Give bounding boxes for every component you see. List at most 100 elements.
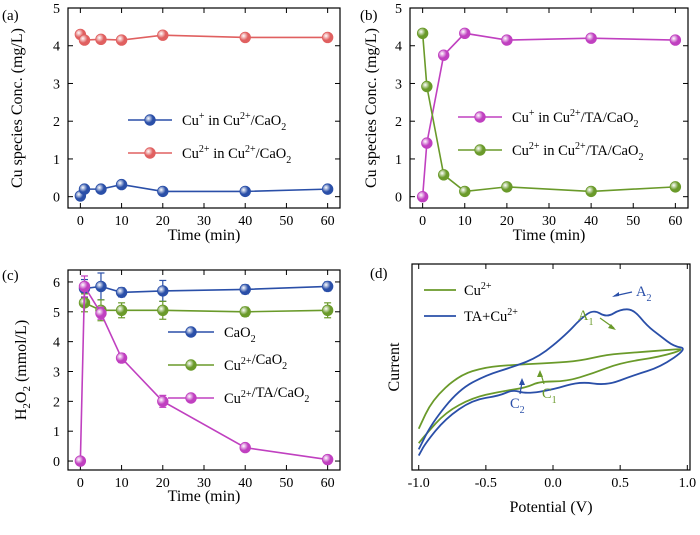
y-tick-label: 3 — [53, 365, 60, 380]
data-point — [585, 185, 597, 198]
data-point — [437, 169, 450, 181]
x-tick-label: -1.0 — [408, 476, 430, 491]
data-point — [239, 283, 251, 296]
data-point — [78, 280, 91, 293]
y-tick-label: 2 — [53, 395, 60, 410]
x-tick-label: -0.5 — [475, 476, 497, 491]
panel-b: 0 10 20 30 40 50 60 0 1 2 3 4 5 (b) Time (min) Cu speci… — [360, 2, 689, 244]
data-point — [421, 137, 433, 149]
data-point — [157, 29, 169, 41]
legend-label: TA+Cu2+ — [464, 307, 518, 325]
legend-label: Cu+ in Cu2+/CaO2 — [182, 111, 286, 133]
data-point — [95, 33, 107, 46]
y-tick-label: 0 — [53, 455, 60, 470]
annotation-label: C1 — [542, 386, 557, 406]
data-point — [459, 185, 471, 198]
data-point — [474, 111, 486, 123]
data-point — [321, 453, 334, 466]
data-point — [115, 352, 128, 364]
data-point — [95, 307, 107, 319]
data-point — [115, 34, 128, 46]
annotation-arrowhead — [537, 370, 543, 377]
x-axis-label: Time (min) — [168, 227, 241, 244]
data-point — [669, 34, 682, 46]
x-tick-label: 1.0 — [679, 476, 697, 491]
data-point — [321, 31, 334, 44]
plot-frame — [411, 263, 691, 471]
panel-label: (a) — [2, 8, 19, 24]
data-point — [459, 27, 471, 39]
panel-label: (c) — [2, 268, 19, 284]
y-axis-label: Cu species Conc. (mg/L) — [363, 28, 380, 188]
y-tick-label: 3 — [53, 77, 60, 92]
x-tick-label: 10 — [115, 214, 129, 229]
data-point — [474, 144, 486, 156]
y-tick-label: 4 — [395, 40, 402, 55]
data-point — [669, 181, 682, 193]
data-point — [74, 455, 87, 467]
legend-label: Cu2+ — [464, 281, 492, 299]
legend-label: Cu+ in Cu2+/TA/CaO2 — [512, 108, 638, 130]
x-tick-label: 50 — [626, 214, 640, 229]
data-point — [95, 183, 107, 195]
data-point — [185, 392, 197, 404]
data-point — [501, 181, 513, 193]
y-tick-label: 4 — [53, 40, 60, 55]
data-point — [239, 31, 251, 44]
y-tick-label: 0 — [53, 191, 60, 206]
data-point — [157, 285, 169, 297]
x-tick-label: 60 — [668, 214, 682, 229]
y-tick-label: 2 — [395, 115, 402, 130]
x-tick-label: 0.5 — [611, 476, 629, 491]
y-axis-label-group: Cu species Conc. (mg/L) — [9, 28, 26, 188]
data-point — [144, 147, 156, 159]
x-tick-label: 0.0 — [544, 476, 562, 491]
x-tick-label: 30 — [542, 214, 556, 229]
data-point — [321, 304, 334, 316]
data-point — [437, 49, 450, 61]
y-tick-label: 3 — [395, 77, 402, 92]
y-tick-label: 2 — [53, 115, 60, 130]
cv-curve — [417, 308, 684, 457]
data-point — [157, 395, 169, 408]
data-point — [585, 32, 597, 44]
y-tick-label: 1 — [53, 425, 60, 440]
data-point — [78, 34, 91, 46]
data-point — [416, 190, 429, 203]
legend-label: Cu2+/TA/CaO2 — [224, 385, 309, 407]
annotation-arrowhead — [612, 292, 619, 297]
data-point — [115, 178, 128, 191]
x-tick-label: 60 — [321, 476, 335, 491]
data-point — [185, 359, 197, 371]
plot-frame — [409, 7, 689, 209]
y-tick-label: 1 — [395, 153, 402, 168]
annotation-arrowhead — [608, 324, 616, 330]
y-tick-label: 5 — [395, 2, 402, 17]
y-tick-label: 5 — [53, 306, 60, 321]
data-point — [144, 114, 156, 126]
y-axis-label: H2O2 (mmol/L) — [13, 320, 33, 420]
x-tick-label: 50 — [279, 476, 293, 491]
x-tick-label: 50 — [279, 214, 293, 229]
y-tick-label: 0 — [395, 191, 402, 206]
x-axis-label: Time (min) — [513, 227, 586, 244]
panel-label: (d) — [370, 266, 388, 282]
x-tick-label: 10 — [115, 476, 129, 491]
data-point — [416, 27, 429, 39]
y-tick-label: 4 — [53, 336, 60, 351]
y-axis-label: Cu species Conc. (mg/L) — [9, 28, 26, 188]
annotation-arrowhead — [519, 378, 525, 385]
legend-label: CaO2 — [224, 325, 256, 345]
y-axis-label-group: H2O2 (mmol/L) — [13, 320, 33, 420]
data-point — [321, 280, 334, 293]
x-axis-label: Potential (V) — [509, 499, 592, 516]
data-point — [115, 304, 128, 316]
data-point — [115, 286, 128, 299]
x-tick-label: 0 — [419, 214, 426, 229]
panel-a: 0 10 20 30 40 50 60 0 1 2 3 4 5 (a) Time (min) Cu speci… — [2, 2, 341, 244]
legend-label: Cu2+ in Cu2+/CaO2 — [182, 144, 291, 166]
x-tick-label: 20 — [156, 476, 170, 491]
annotation-label: C2 — [510, 396, 525, 416]
data-point — [321, 183, 334, 195]
y-tick-label: 5 — [53, 2, 60, 17]
